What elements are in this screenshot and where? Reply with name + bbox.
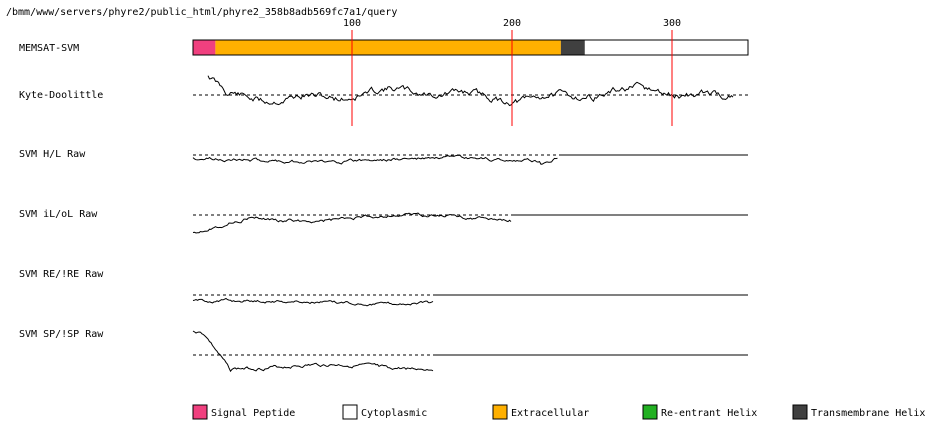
memsat-segment-extracellular [215,40,561,55]
spisp-score-trace [192,330,434,373]
track-label-svm-reire: SVM RE/!RE Raw [19,269,104,280]
legend-label-signal-peptide: Signal Peptide [211,408,295,419]
tick-label-300: 300 [663,18,681,29]
legend-swatch-transmembrane-helix [792,404,808,420]
memsat-segment-transmembrane [560,40,585,55]
reire-score-trace [192,297,434,307]
legend-swatch-signal-peptide [192,404,208,420]
legend-swatch-extracellular [492,404,508,420]
residue-markers [351,30,673,126]
tick-label-200: 200 [503,18,521,29]
track-label-svm-spisp: SVM SP/!SP Raw [19,329,104,340]
track-label-memsat: MEMSAT-SVM [19,43,79,54]
memsat-topology-bar [192,39,749,56]
legend-label-extracellular: Extracellular [511,408,589,419]
hl-score-trace [192,154,558,165]
memsat-bar-frame [192,39,749,56]
query-path: /bmm/www/servers/phyre2/public_html/phyr… [6,7,397,18]
track-label-kyte-doolittle: Kyte-Doolittle [19,90,103,101]
memsat-segment-cytoplasmic [584,40,748,55]
legend-label-transmembrane-helix: Transmembrane Helix [811,408,925,419]
legend-swatch-reentrant-helix [642,404,658,420]
legend: Signal Peptide Cytoplasmic Extracellular… [192,404,925,420]
ilol-score-trace [192,212,512,234]
track-label-svm-hl: SVM H/L Raw [19,149,86,160]
track-label-svm-ilol: SVM iL/oL Raw [19,209,98,220]
memsat-segment-signal [193,40,216,55]
kd-hydropathy-trace [207,75,734,107]
legend-label-cytoplasmic: Cytoplasmic [361,408,427,419]
legend-swatch-cytoplasmic [342,404,358,420]
legend-label-reentrant-helix: Re-entrant Helix [661,408,757,419]
tick-label-100: 100 [343,18,361,29]
